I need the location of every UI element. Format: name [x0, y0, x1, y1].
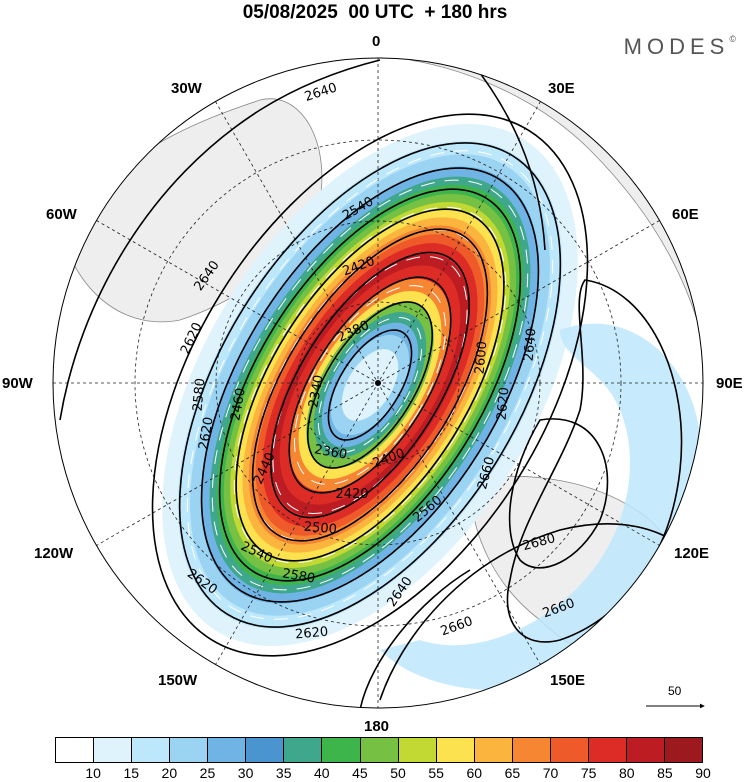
colorbar-tick-label: 90 — [695, 765, 711, 781]
vector-reference-label: 50 — [668, 684, 682, 698]
contour-label: 2620 — [196, 416, 217, 451]
colorbar-tick-label: 65 — [504, 765, 521, 781]
contour-label: 2500 — [303, 520, 337, 538]
longitude-label-0: 0 — [372, 33, 381, 50]
colorbar-segment — [436, 738, 475, 762]
map-border — [52, 57, 704, 709]
colorbar-tick-label: 45 — [352, 765, 368, 781]
longitude-label-30w: 30W — [171, 80, 202, 97]
colorbar-tick-label: 50 — [390, 765, 406, 781]
colorbar-tick-label: 35 — [275, 765, 292, 781]
brand-mark: © — [729, 34, 736, 44]
colorbar-tick-label: 25 — [199, 765, 216, 781]
contour-label: 2620 — [295, 625, 329, 643]
colorbar-tick-label: 15 — [123, 765, 140, 781]
colorbar-ticks: 10 15 20 25 30 35 40 45 50 55 60 65 70 75 80 85 90 — [55, 765, 710, 781]
colorbar-segment — [626, 738, 665, 762]
contour-label: 2460 — [228, 387, 249, 422]
brand-name: MODES — [623, 34, 730, 59]
colorbar — [55, 737, 703, 763]
colorbar-segment — [246, 738, 285, 762]
colorbar-segment — [170, 738, 209, 762]
contour-label: 2580 — [281, 566, 316, 587]
colorbar-segment — [512, 738, 551, 762]
colorbar-segment — [588, 738, 627, 762]
colorbar-segment — [94, 738, 133, 762]
secondary-wind-band — [380, 323, 701, 690]
contour-label: 2640 — [522, 328, 540, 362]
colorbar-tick-label: 70 — [542, 765, 559, 781]
longitude-label-120w: 120W — [34, 545, 74, 562]
colorbar-segment — [665, 738, 703, 762]
contour-label: 2620 — [495, 387, 513, 421]
colorbar-segment — [132, 738, 171, 762]
contour-label: 2600 — [473, 341, 491, 375]
longitude-label-150e: 150E — [550, 672, 586, 689]
brand-logo: MODES© — [624, 34, 736, 60]
longitude-label-30e: 30E — [548, 80, 575, 97]
colorbar-tick-label: 85 — [657, 765, 673, 781]
colorbar-segment — [322, 738, 361, 762]
colorbar-tick-label: 60 — [466, 765, 483, 781]
longitude-label-90w: 90W — [2, 375, 33, 392]
colorbar-tick-label: 75 — [580, 765, 597, 781]
longitude-label-180: 180 — [364, 718, 390, 735]
vector-reference: 50 — [644, 684, 706, 714]
colorbar-tick-label: 10 — [85, 765, 101, 781]
contour-label: 2580 — [191, 378, 209, 412]
longitude-label-150w: 150W — [158, 672, 198, 689]
longitude-label-120e: 120E — [674, 545, 710, 562]
colorbar-segment — [360, 738, 399, 762]
colorbar-tick-label: 55 — [428, 765, 444, 781]
contour-label: 2360 — [313, 442, 348, 463]
colorbar-segment — [474, 738, 513, 762]
contour-label: 2340 — [306, 374, 327, 409]
colorbar-tick-label: 80 — [618, 765, 635, 781]
colorbar-segment — [208, 738, 247, 762]
colorbar-segment — [56, 738, 95, 762]
colorbar-segment — [284, 738, 323, 762]
longitude-label-60e: 60E — [672, 206, 699, 223]
contour-label: 2420 — [335, 487, 368, 502]
longitude-label-60w: 60W — [46, 206, 77, 223]
height-contours — [151, 113, 589, 657]
colorbar-tick-label: 30 — [237, 765, 254, 781]
colorbar-segment — [398, 738, 437, 762]
longitude-label-90e: 90E — [716, 375, 743, 392]
colorbar-tick-label: 40 — [314, 765, 330, 781]
page-title: 05/08/2025 00 UTC + 180 hrs — [242, 2, 508, 23]
colorbar-segment — [550, 738, 589, 762]
pole-marker — [375, 380, 381, 386]
colorbar-tick-label: 20 — [161, 765, 178, 781]
